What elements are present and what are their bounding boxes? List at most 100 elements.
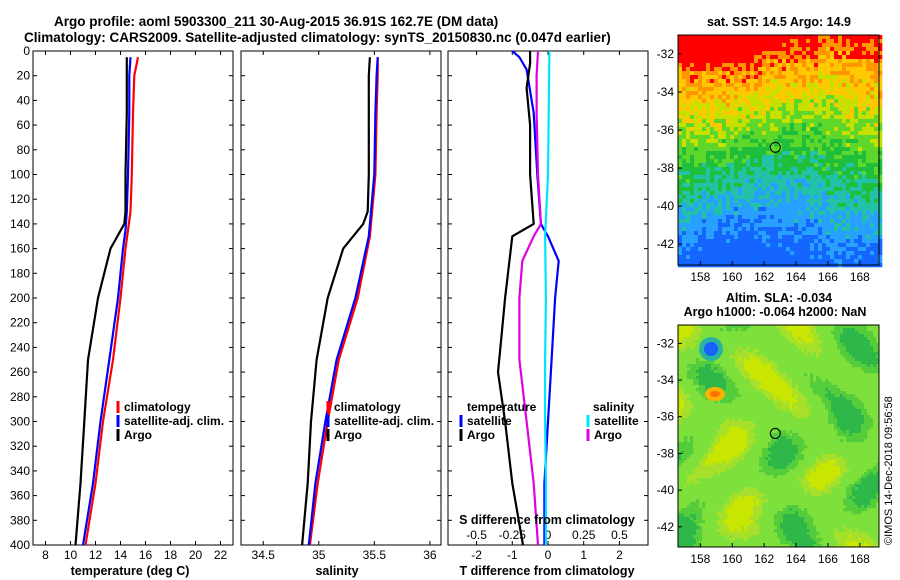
sst-cell — [742, 255, 747, 260]
series-line-s-satellite — [543, 50, 551, 545]
sst-cell — [742, 39, 747, 44]
sst-cell — [854, 83, 859, 88]
sst-cell — [706, 83, 711, 88]
sla-cell — [792, 466, 796, 470]
sla-cell — [867, 472, 871, 476]
sst-cell — [758, 171, 763, 176]
sst-cell — [686, 143, 691, 148]
sst-cell — [714, 127, 719, 132]
sst-cell — [834, 207, 839, 212]
sla-cell — [855, 430, 859, 434]
sst-cell — [690, 155, 695, 160]
sst-cell — [694, 79, 699, 84]
x-tick-label: 0 — [545, 548, 552, 562]
sst-cell — [762, 87, 767, 92]
sst-cell — [710, 79, 715, 84]
sst-cell — [686, 195, 691, 200]
sst-cell — [802, 163, 807, 168]
sst-cell — [822, 75, 827, 80]
sst-cell — [878, 195, 883, 200]
sla-cell — [738, 361, 742, 365]
sst-cell — [710, 183, 715, 188]
sla-cell — [753, 352, 757, 356]
sst-cell — [830, 167, 835, 172]
sst-cell — [718, 87, 723, 92]
sst-cell — [798, 251, 803, 256]
sla-cell — [867, 349, 871, 353]
sla-cell — [717, 472, 721, 476]
sst-cell — [678, 39, 683, 44]
sst-cell — [782, 143, 787, 148]
sst-cell — [714, 199, 719, 204]
sst-cell — [710, 227, 715, 232]
sst-cell — [826, 55, 831, 60]
sst-cell — [678, 143, 683, 148]
sst-cell — [770, 151, 775, 156]
sst-cell — [810, 199, 815, 204]
sla-cell — [696, 376, 700, 380]
sst-cell — [826, 39, 831, 44]
sla-cell — [687, 448, 691, 452]
sst-cell — [818, 191, 823, 196]
sst-cell — [842, 95, 847, 100]
sla-cell — [795, 403, 799, 407]
sst-cell — [678, 51, 683, 56]
sla-cell — [843, 469, 847, 473]
sst-cell — [842, 91, 847, 96]
sla-cell — [771, 466, 775, 470]
sst-cell — [782, 259, 787, 264]
sla-cell — [708, 454, 712, 458]
sst-cell — [878, 163, 883, 168]
sst-cell — [878, 127, 883, 132]
sla-cell — [783, 469, 787, 473]
sla-cell — [816, 379, 820, 383]
sla-cell — [774, 370, 778, 374]
sst-cell — [790, 63, 795, 68]
sla-cell — [783, 373, 787, 377]
sla-cell — [858, 415, 862, 419]
sst-cell — [782, 191, 787, 196]
sla-cell — [747, 439, 751, 443]
sst-cell — [806, 195, 811, 200]
sst-cell — [734, 187, 739, 192]
sst-cell — [846, 39, 851, 44]
sst-cell — [758, 163, 763, 168]
sst-cell — [730, 255, 735, 260]
sst-cell — [750, 207, 755, 212]
sla-cell — [795, 442, 799, 446]
sla-cell — [756, 496, 760, 500]
sst-cell — [878, 207, 883, 212]
sst-cell — [690, 103, 695, 108]
sst-cell — [790, 227, 795, 232]
sla-cell — [864, 346, 868, 350]
sla-cell — [717, 370, 721, 374]
sst-cell — [838, 211, 843, 216]
sst-cell — [742, 231, 747, 236]
sst-cell — [762, 59, 767, 64]
sst-cell — [854, 79, 859, 84]
sst-cell — [766, 87, 771, 92]
sla-cell — [786, 328, 790, 332]
sla-cell — [840, 463, 844, 467]
sst-cell — [702, 239, 707, 244]
sst-cell — [718, 195, 723, 200]
sst-cell — [830, 115, 835, 120]
sla-cell — [750, 382, 754, 386]
title-line-1: Argo profile: aoml 5903300_211 30-Aug-20… — [54, 14, 498, 29]
sla-cell — [834, 415, 838, 419]
sla-cell — [744, 367, 748, 371]
sst-cell — [722, 51, 727, 56]
salinity-x-ticks: 34.5 35 35.5 36 — [241, 50, 441, 562]
sla-cell — [714, 439, 718, 443]
sst-cell — [734, 107, 739, 112]
legend-temperature-title: temperature — [467, 400, 537, 414]
sla-cell — [852, 439, 856, 443]
sla-cell — [837, 409, 841, 413]
sst-cell — [802, 231, 807, 236]
sst-cell — [846, 215, 851, 220]
sst-cell — [858, 223, 863, 228]
sla-cell — [684, 412, 688, 416]
sla-cell — [717, 433, 721, 437]
sst-cell — [834, 167, 839, 172]
sla-cell — [849, 328, 853, 332]
